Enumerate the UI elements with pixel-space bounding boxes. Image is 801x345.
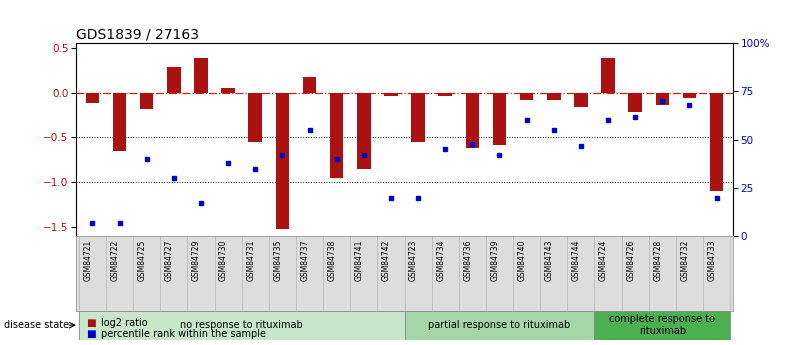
Bar xyxy=(710,92,723,191)
Text: GSM84722: GSM84722 xyxy=(111,239,119,280)
Bar xyxy=(405,310,594,340)
Bar xyxy=(493,92,506,145)
Bar xyxy=(438,92,452,96)
Bar xyxy=(194,58,207,92)
Text: GSM84733: GSM84733 xyxy=(707,239,717,281)
Text: GSM84727: GSM84727 xyxy=(165,239,174,281)
Text: GSM84731: GSM84731 xyxy=(246,239,256,281)
Text: ■: ■ xyxy=(87,318,96,327)
Text: GSM84729: GSM84729 xyxy=(192,239,201,281)
Bar xyxy=(629,92,642,112)
Text: complete response to
rituximab: complete response to rituximab xyxy=(610,314,715,336)
Text: GSM84724: GSM84724 xyxy=(599,239,608,281)
Bar xyxy=(140,92,154,109)
Bar xyxy=(86,92,99,104)
Bar xyxy=(594,310,731,340)
Bar xyxy=(113,92,127,151)
Text: GSM84725: GSM84725 xyxy=(138,239,147,281)
Bar xyxy=(167,67,180,92)
Text: GSM84732: GSM84732 xyxy=(681,239,690,281)
Text: GSM84742: GSM84742 xyxy=(382,239,391,281)
Bar xyxy=(357,92,371,169)
Bar xyxy=(276,92,289,229)
Bar xyxy=(221,88,235,92)
Bar xyxy=(330,92,344,178)
Text: GSM84743: GSM84743 xyxy=(545,239,553,281)
Text: log2 ratio: log2 ratio xyxy=(101,318,147,327)
Text: GSM84740: GSM84740 xyxy=(517,239,526,281)
Bar xyxy=(682,92,696,98)
Text: no response to rituximab: no response to rituximab xyxy=(180,320,303,330)
Bar xyxy=(602,58,615,92)
Bar xyxy=(520,92,533,100)
Text: percentile rank within the sample: percentile rank within the sample xyxy=(101,329,266,339)
Text: GSM84730: GSM84730 xyxy=(219,239,228,281)
Text: GSM84726: GSM84726 xyxy=(626,239,635,281)
Bar xyxy=(384,92,398,96)
Text: GSM84736: GSM84736 xyxy=(463,239,473,281)
Bar xyxy=(303,77,316,92)
Text: GSM84734: GSM84734 xyxy=(437,239,445,281)
Text: GSM84721: GSM84721 xyxy=(83,239,92,280)
Text: ■: ■ xyxy=(87,329,96,339)
Text: partial response to rituximab: partial response to rituximab xyxy=(429,320,570,330)
Text: GSM84735: GSM84735 xyxy=(273,239,283,281)
Text: disease state: disease state xyxy=(4,320,69,330)
Bar xyxy=(574,92,588,107)
Text: GSM84738: GSM84738 xyxy=(328,239,336,281)
Text: GSM84741: GSM84741 xyxy=(355,239,364,281)
Text: GSM84728: GSM84728 xyxy=(654,239,662,280)
Text: GSM84723: GSM84723 xyxy=(409,239,418,281)
Text: GSM84744: GSM84744 xyxy=(572,239,581,281)
Bar xyxy=(411,92,425,142)
Bar xyxy=(465,92,479,148)
Text: GSM84737: GSM84737 xyxy=(300,239,309,281)
Bar xyxy=(547,92,561,100)
Text: GSM84739: GSM84739 xyxy=(490,239,500,281)
Bar xyxy=(248,92,262,142)
Bar xyxy=(78,310,405,340)
Bar xyxy=(655,92,669,105)
Text: GDS1839 / 27163: GDS1839 / 27163 xyxy=(76,28,199,42)
